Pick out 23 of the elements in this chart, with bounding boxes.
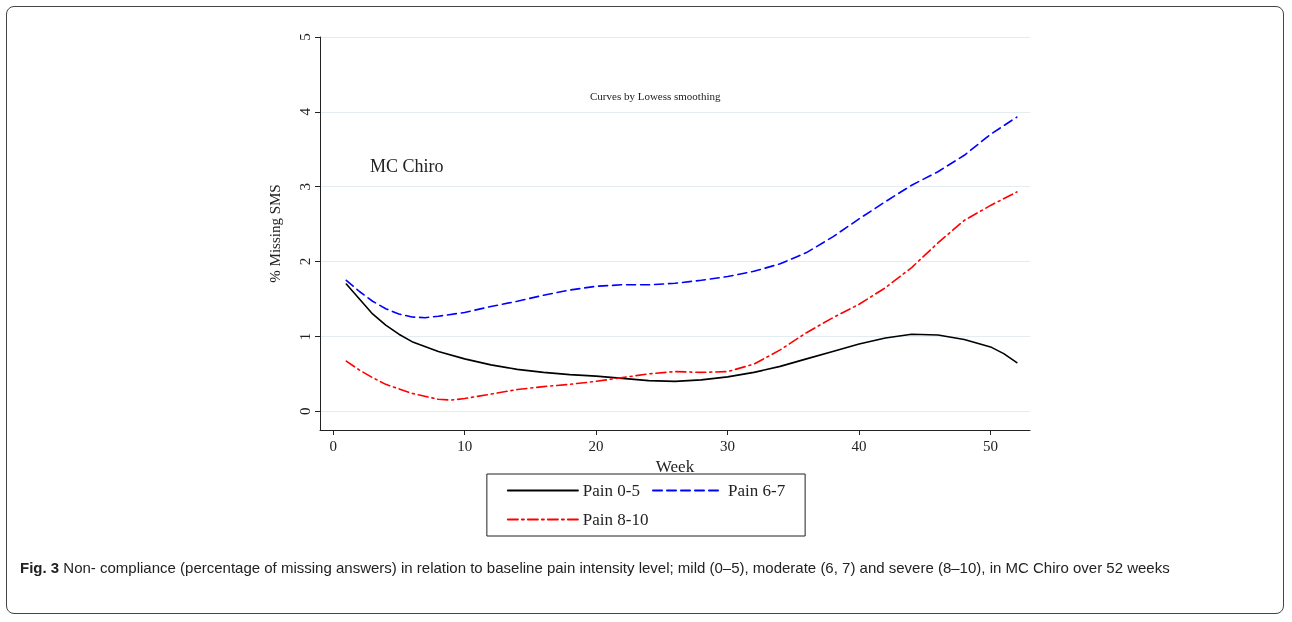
y-tick-label: 3 — [296, 182, 313, 191]
legend-label: Pain 6-7 — [728, 481, 786, 500]
x-tick-label: 10 — [457, 437, 473, 454]
x-axis-title: Week — [655, 457, 695, 476]
annotation: Curves by Lowess smoothing — [590, 89, 721, 102]
x-tick-label: 20 — [588, 437, 604, 454]
legend-label: Pain 8-10 — [582, 510, 649, 529]
x-tick-label: 40 — [851, 437, 867, 454]
line-series — [345, 191, 1018, 401]
caption: Fig. 3 Non- compliance (percentage of missing answers) in relation to baseline pain intensity level; mild (0–5), moderate (6, 7) and severe (8–10), in MC Chiro over 52 weeks — [20, 558, 1171, 578]
y-tick-label: 0 — [296, 407, 313, 416]
y-tick-label: 1 — [296, 332, 313, 341]
annotation: MC Chiro — [370, 156, 444, 176]
x-tick-label: 50 — [983, 437, 999, 454]
y-tick-label: 2 — [296, 257, 313, 266]
x-tick-label: 0 — [329, 437, 337, 454]
line-series — [345, 283, 1018, 383]
legend-label: Pain 0-5 — [582, 481, 641, 500]
x-tick-label: 30 — [720, 437, 736, 454]
y-tick-label: 4 — [296, 107, 313, 116]
line-series — [345, 116, 1018, 319]
y-axis-title: % Missing SMS — [266, 184, 283, 283]
y-tick-label: 5 — [296, 33, 313, 41]
